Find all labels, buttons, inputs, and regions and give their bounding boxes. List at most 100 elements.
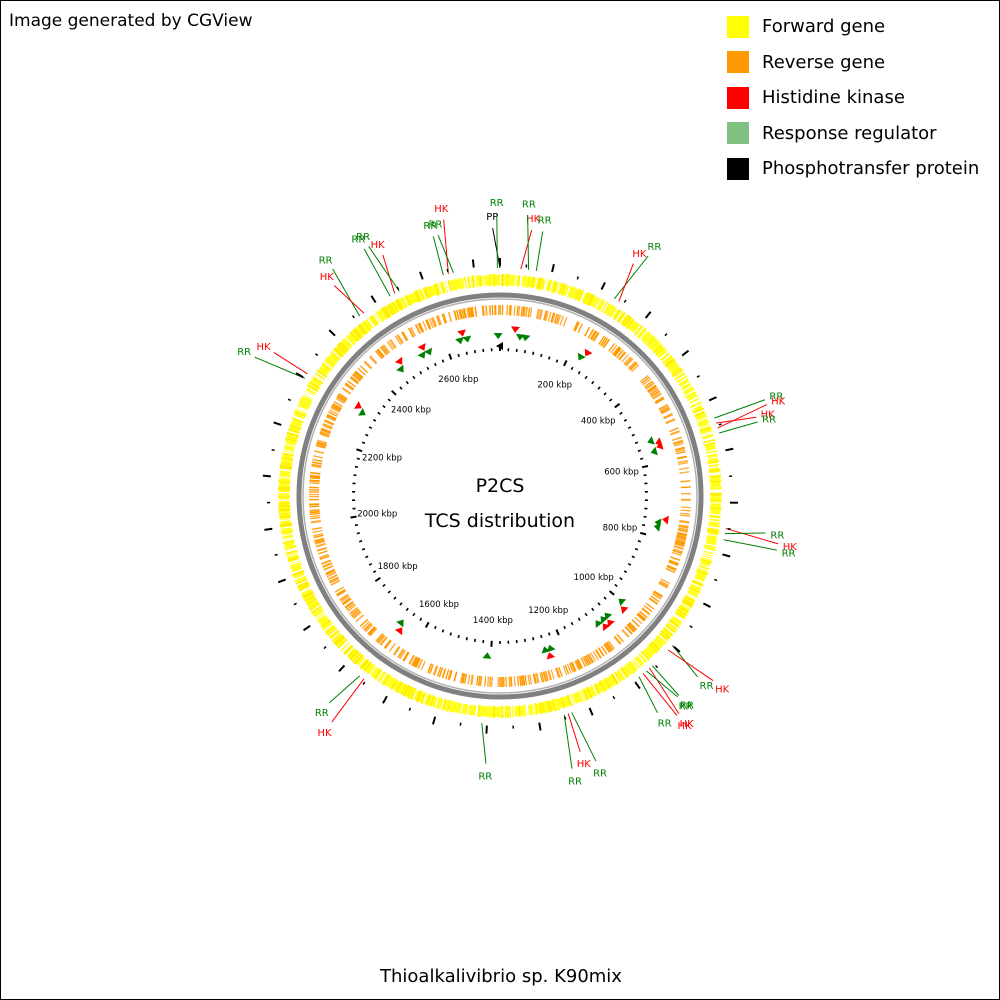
forward-gene	[702, 438, 715, 443]
forward-gene	[674, 611, 686, 619]
forward-gene-gap	[705, 451, 718, 456]
reverse-gene	[544, 670, 549, 681]
rr-feature-mark	[396, 619, 404, 628]
inner-tick	[547, 632, 551, 636]
outer-tick	[396, 286, 400, 290]
forward-gene	[538, 277, 543, 290]
rr-callout-line	[724, 532, 766, 535]
forward-gene-gap	[443, 281, 448, 293]
forward-gene-gap	[639, 329, 649, 340]
forward-gene-gap	[282, 538, 295, 542]
forward-gene	[323, 623, 335, 633]
forward-gene	[410, 688, 417, 700]
inner-tick	[441, 359, 445, 363]
forward-gene-gap	[677, 376, 689, 385]
reverse-gene	[459, 309, 463, 320]
forward-gene-gap	[339, 641, 350, 651]
reverse-gene	[527, 674, 531, 685]
forward-gene	[285, 550, 298, 556]
forward-gene	[638, 653, 648, 664]
rr-callout-line	[481, 723, 487, 764]
inner-tick	[419, 617, 423, 621]
inner-tick	[639, 531, 647, 536]
reverse-gene	[600, 336, 607, 346]
forward-gene	[337, 639, 348, 649]
forward-gene	[682, 599, 694, 607]
rr-callout-label: RR	[315, 708, 329, 719]
rr-feature-mark	[417, 350, 426, 359]
forward-gene	[538, 702, 543, 715]
reverse-gene	[339, 593, 349, 601]
reverse-gene	[645, 382, 655, 390]
reverse-gene	[675, 538, 686, 542]
forward-gene	[709, 507, 722, 510]
reverse-gene	[320, 429, 331, 435]
hk-callout-label: HK	[632, 249, 647, 260]
forward-gene	[463, 276, 467, 289]
reverse-gene	[383, 639, 391, 649]
forward-gene	[583, 688, 590, 700]
forward-gene	[329, 630, 340, 640]
rr-feature-mark	[424, 347, 433, 356]
reverse-gene	[659, 404, 669, 411]
inner-tick	[391, 390, 397, 396]
forward-gene-gap	[282, 536, 295, 541]
reverse-gene	[614, 635, 622, 645]
rr-callout-line	[651, 665, 680, 696]
forward-gene-gap	[637, 654, 646, 665]
forward-gene-gap	[693, 577, 705, 584]
forward-gene	[410, 687, 417, 700]
reverse-gene	[397, 648, 404, 658]
reverse-gene	[442, 313, 448, 324]
reverse-gene	[471, 306, 475, 318]
forward-gene	[286, 432, 299, 438]
rr-callout-line	[613, 255, 649, 300]
reverse-gene	[445, 669, 450, 680]
forward-gene-gap	[690, 403, 703, 410]
reverse-gene	[347, 604, 357, 612]
outer-tick	[338, 664, 346, 673]
rr-feature-mark	[493, 332, 503, 340]
forward-gene	[596, 298, 604, 311]
reverse-gene	[674, 446, 685, 451]
reverse-gene	[582, 656, 588, 667]
forward-gene-gap	[367, 317, 376, 328]
forward-gene	[651, 342, 662, 352]
forward-gene	[593, 683, 601, 695]
forward-gene-gap	[708, 517, 721, 520]
hk-callout-line	[520, 229, 533, 270]
forward-gene-gap	[658, 350, 669, 360]
forward-gene	[628, 661, 638, 672]
forward-gene	[560, 696, 566, 709]
forward-gene-gap	[287, 430, 300, 436]
forward-gene	[307, 384, 319, 392]
forward-gene-gap	[706, 533, 719, 537]
forward-gene	[541, 701, 546, 714]
rr-feature-mark	[396, 364, 404, 373]
forward-gene	[351, 330, 361, 341]
forward-gene-gap	[700, 555, 713, 561]
forward-gene	[279, 470, 292, 473]
reverse-gene	[652, 593, 662, 600]
forward-gene	[353, 328, 363, 339]
reverse-gene	[314, 539, 325, 544]
forward-gene-gap	[279, 518, 292, 522]
reverse-gene	[349, 377, 359, 385]
forward-gene-gap	[532, 703, 536, 716]
forward-gene	[668, 363, 680, 372]
inner-tick	[523, 638, 527, 642]
forward-gene-gap	[565, 285, 571, 297]
forward-gene	[279, 465, 292, 469]
reverse-gene	[315, 543, 326, 548]
forward-gene-gap	[543, 278, 547, 291]
forward-gene	[709, 478, 722, 482]
reverse-gene	[680, 506, 691, 509]
reverse-gene	[673, 545, 684, 550]
inner-tick	[619, 577, 623, 581]
legend-label: Phosphotransfer protein	[762, 158, 980, 180]
reverse-gene	[353, 372, 362, 381]
reverse-gene	[389, 339, 397, 349]
forward-gene-gap	[701, 432, 714, 438]
outer-tick	[408, 707, 412, 711]
rr-callout-label: RR	[351, 234, 365, 245]
